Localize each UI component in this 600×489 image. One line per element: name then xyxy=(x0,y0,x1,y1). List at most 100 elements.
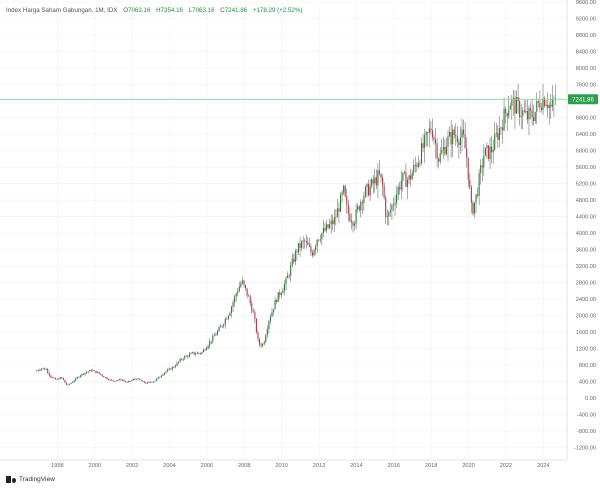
candle-up xyxy=(226,318,228,320)
y-tick-label: 9200.00 xyxy=(576,17,596,23)
candle-down xyxy=(361,201,363,203)
candle-up xyxy=(551,99,553,107)
candle-down xyxy=(463,129,465,135)
candle-up xyxy=(480,165,482,174)
y-tick-label: 8400.00 xyxy=(576,50,596,56)
time-axis[interactable]: 1998 2000 2002 2004 2006 2008 2010 2012 2014 2016… xyxy=(51,463,549,469)
y-tick-label: 4000.00 xyxy=(576,231,596,237)
candle-up xyxy=(148,381,150,383)
candle-down xyxy=(193,352,195,355)
candle-up xyxy=(196,352,198,354)
candle-up xyxy=(489,146,491,159)
candle-up xyxy=(78,376,80,378)
candle-up xyxy=(297,243,300,253)
candle-down xyxy=(248,295,250,297)
candle-up xyxy=(492,149,494,153)
candle-up xyxy=(129,380,131,382)
candle-up xyxy=(79,375,81,377)
candle-up xyxy=(520,116,522,117)
candle-down xyxy=(405,172,407,187)
candle-down xyxy=(135,378,138,380)
candle-up xyxy=(396,194,398,204)
candle-down xyxy=(107,379,110,380)
y-tick-label: 6800.00 xyxy=(576,116,596,122)
candle-up xyxy=(76,377,78,379)
candle-up xyxy=(37,370,39,371)
candle-down xyxy=(431,130,433,138)
candle-up xyxy=(406,179,409,187)
candle-down xyxy=(50,375,52,378)
candle-up xyxy=(184,356,186,359)
candle-down xyxy=(477,194,479,196)
candle-down xyxy=(204,349,206,351)
candle-up xyxy=(420,143,423,164)
candle-down xyxy=(514,97,516,114)
candle-down xyxy=(344,185,346,197)
candle-down xyxy=(65,382,67,385)
symbol-legend: Index Harga Saham Gabungan, 1M, IDX O706… xyxy=(6,7,302,14)
candle-down xyxy=(453,129,455,135)
candle-down xyxy=(61,377,63,379)
candle-down xyxy=(48,372,50,376)
candle-up xyxy=(400,180,402,190)
candle-up xyxy=(448,131,451,137)
candle-down xyxy=(531,110,533,118)
candle-up xyxy=(548,104,550,109)
candle-down xyxy=(455,134,457,137)
candle-down xyxy=(44,368,46,370)
x-tick-label: 2024 xyxy=(537,463,549,469)
candle-down xyxy=(456,136,458,143)
candle-up xyxy=(413,164,415,173)
candle-up xyxy=(86,372,88,373)
candle-up xyxy=(542,98,544,110)
price-axis[interactable]: -1200.00 -800.00 -400.00 0.00 400.00 800.00 12… xyxy=(574,0,596,452)
candle-up xyxy=(512,97,514,99)
symbol-name[interactable]: Index Harga Saham Gabungan, 1M, IDX xyxy=(6,7,118,14)
candle-down xyxy=(372,179,374,184)
candle-down xyxy=(347,204,349,214)
candle-up xyxy=(151,382,153,383)
candle-down xyxy=(145,382,147,384)
candle-up xyxy=(319,239,321,241)
candle-up xyxy=(207,345,209,348)
candle-up xyxy=(294,251,296,262)
candle-up xyxy=(192,352,194,354)
candle-up xyxy=(156,378,158,381)
candle-up xyxy=(36,370,38,372)
candle-down xyxy=(101,374,103,377)
candle-down xyxy=(293,258,295,262)
candle-down xyxy=(51,377,53,379)
candle-down xyxy=(243,280,245,285)
candle-down xyxy=(469,179,471,188)
x-tick-label: 2010 xyxy=(275,463,287,469)
candle-down xyxy=(470,187,472,203)
candle-up xyxy=(188,354,191,357)
candle-down xyxy=(98,372,100,374)
candle-down xyxy=(308,245,310,247)
candle-up xyxy=(428,128,430,133)
candle-up xyxy=(70,382,72,384)
candle-up xyxy=(536,101,538,112)
tradingview-brand[interactable]: TradingView xyxy=(6,476,55,483)
low-label: L xyxy=(188,7,193,14)
candle-up xyxy=(321,233,323,240)
y-tick-label: 4400.00 xyxy=(576,215,596,221)
candle-down xyxy=(466,148,468,158)
candle-down xyxy=(433,137,435,140)
candle-down xyxy=(352,222,354,226)
candle-down xyxy=(450,131,452,145)
candle-up xyxy=(498,128,500,140)
candle-up xyxy=(486,145,488,148)
candle-down xyxy=(506,113,508,117)
candle-down xyxy=(305,241,307,242)
candle-up xyxy=(494,133,496,150)
candle-up xyxy=(366,183,368,188)
candle-down xyxy=(434,139,437,144)
candle-up xyxy=(262,344,264,346)
candle-up xyxy=(92,370,94,372)
candle-down xyxy=(62,377,64,381)
candle-up xyxy=(389,210,391,213)
candle-up xyxy=(45,369,47,370)
candle-down xyxy=(103,376,105,378)
